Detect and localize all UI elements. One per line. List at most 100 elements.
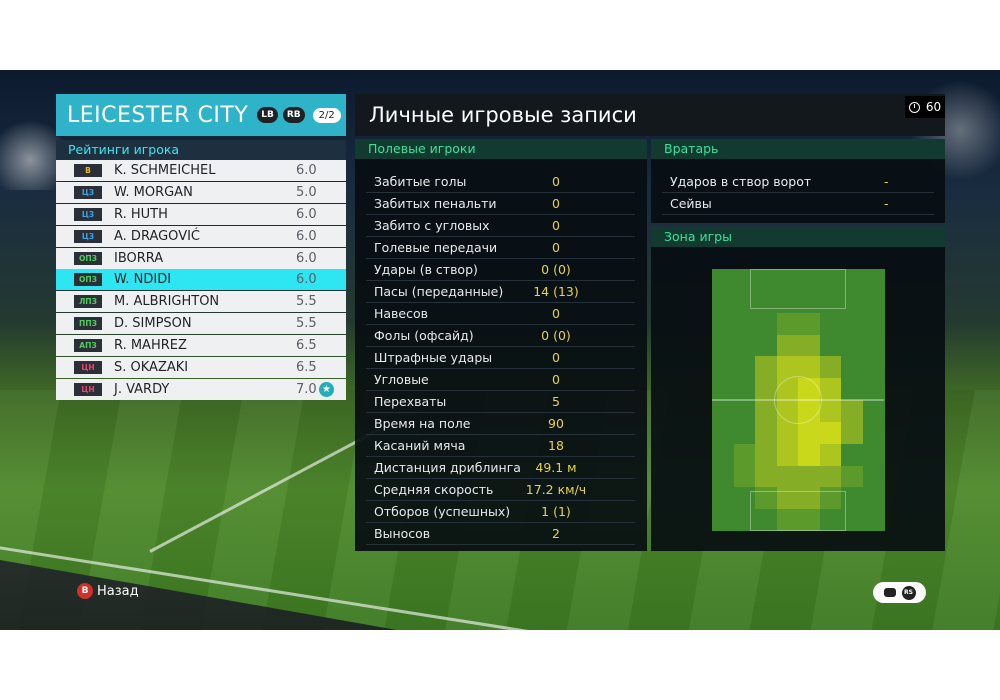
heatmap-cell — [712, 269, 734, 292]
heatmap-cell — [841, 312, 863, 335]
stat-label: Штрафные удары — [374, 350, 493, 365]
rb-button-icon[interactable]: RB — [282, 107, 305, 123]
heatmap-cell — [862, 269, 885, 292]
stat-value: 0 (0) — [541, 328, 571, 343]
heatmap-cell — [862, 465, 885, 488]
goalkeeper-stats-list: Ударов в створ ворот - Сейвы - — [662, 171, 934, 215]
player-row[interactable]: АПЗ R. MAHREZ 6.5 — [56, 335, 346, 357]
position-badge: ЛПЗ — [74, 295, 102, 309]
heatmap-cell — [798, 443, 820, 466]
heatmap-cell — [755, 421, 777, 445]
heatmap-cell — [776, 509, 799, 532]
stat-row: Угловые 0 — [366, 369, 635, 391]
stat-value: 18 — [548, 438, 564, 453]
heatmap-cell — [755, 487, 777, 510]
stat-value: 0 — [552, 196, 560, 211]
heatmap-cell — [712, 443, 734, 466]
heatmap-cell — [819, 334, 842, 357]
field-players-panel: Полевые игроки Забитые голы 0 Забитых пена… — [355, 139, 647, 551]
stat-label: Пасы (переданные) — [374, 284, 504, 299]
stat-row: Удары (в створ) 0 (0) — [366, 259, 635, 281]
match-timer: 60 — [905, 96, 945, 118]
star-icon: ★ — [319, 381, 334, 397]
lb-button-icon[interactable]: LB — [257, 107, 278, 123]
heatmap-cell — [712, 356, 734, 379]
heatmap-cell — [862, 378, 885, 401]
player-name: IBORRA — [114, 250, 164, 266]
stat-value: 0 — [552, 372, 560, 387]
stat-value: 17.2 км/ч — [525, 482, 587, 497]
player-row[interactable]: ЦЗ W. MORGAN 5.0 — [56, 181, 346, 203]
play-zone-title: Зона игры — [651, 227, 945, 247]
player-row[interactable]: ОПЗ IBORRA 6.0 — [56, 247, 346, 269]
stat-label: Фолы (офсайд) — [374, 328, 474, 343]
stat-row: Забитых пенальти 0 — [366, 193, 635, 215]
position-badge: АПЗ — [74, 339, 102, 353]
chat-icon — [883, 588, 896, 597]
stat-row: Голевые передачи 0 — [366, 237, 635, 259]
back-label: Назад — [97, 583, 139, 599]
heatmap-cell — [819, 509, 842, 532]
stat-label: Средняя скорость — [374, 482, 494, 497]
player-row[interactable]: ОПЗ W. NDIDI 6.0 — [56, 269, 346, 291]
heatmap-cell — [733, 400, 756, 423]
heatmap-cell — [819, 421, 842, 445]
player-row[interactable]: ППЗ D. SIMPSON 5.5 — [56, 313, 346, 335]
heatmap-cell — [862, 290, 885, 314]
stat-row: Забито с угловых 0 — [366, 215, 635, 237]
stat-label: Дистанция дриблинга — [374, 460, 521, 475]
stat-label: Касаний мяча — [374, 438, 466, 453]
stat-value: 0 — [552, 306, 560, 321]
stat-row: Навесов 0 — [366, 303, 635, 325]
player-rating: 5.0 — [296, 184, 317, 200]
clock-icon — [908, 101, 920, 113]
heatmap-cell — [862, 487, 885, 510]
player-row[interactable]: ЦЗ A. DRAGOVIĆ 6.0 — [56, 225, 346, 247]
player-row[interactable]: ЦН S. OKAZAKI 6.5 — [56, 357, 346, 379]
player-row[interactable]: В K. SCHMEICHEL 6.0 — [56, 160, 346, 181]
heatmap-cell — [841, 356, 863, 379]
player-name: M. ALBRIGHTON — [114, 294, 220, 310]
position-badge: ЦН — [74, 361, 102, 375]
heatmap-cell — [841, 400, 863, 423]
stat-value: 0 (0) — [541, 262, 571, 277]
player-rating: 6.0 — [296, 228, 317, 244]
heatmap-cell — [841, 443, 863, 466]
heatmap-cell — [819, 269, 842, 292]
page-title: Личные игровые записи — [369, 103, 637, 127]
heatmap-cell — [841, 421, 863, 445]
player-name: D. SIMPSON — [114, 316, 192, 332]
team-name: LEICESTER CITY — [67, 102, 249, 128]
player-list: В K. SCHMEICHEL 6.0 ЦЗ W. MORGAN 5.0 ЦЗ R. HUTH… — [56, 160, 346, 401]
heatmap-cell — [733, 378, 756, 401]
heatmap-cell — [755, 509, 777, 532]
play-zone-panel: Зона игры — [651, 227, 945, 551]
stat-label: Отборов (успешных) — [374, 504, 511, 519]
stat-label: Ударов в створ ворот — [670, 174, 812, 189]
heatmap-cell — [776, 356, 799, 379]
heatmap-cell — [776, 487, 799, 510]
heatmap-cell — [841, 509, 863, 532]
player-row[interactable]: ЦН J. VARDY 7.0 ★ — [56, 378, 346, 400]
stat-row: Дистанция дриблинга 49.1 м — [366, 457, 635, 479]
heatmap-cell — [776, 312, 799, 335]
player-ratings-header: Рейтинги игрока — [56, 140, 346, 160]
heatmap-cell — [862, 334, 885, 357]
heatmap-cell — [733, 421, 756, 445]
back-button[interactable]: B Назад — [77, 583, 139, 599]
heatmap-cell — [755, 443, 777, 466]
heatmap-cell — [819, 312, 842, 335]
player-row[interactable]: ЛПЗ M. ALBRIGHTON 5.5 — [56, 291, 346, 313]
player-name: R. MAHREZ — [114, 338, 187, 354]
stat-value: 0 — [552, 240, 560, 255]
stat-value: 0 — [552, 350, 560, 365]
player-row[interactable]: ЦЗ R. HUTH 6.0 — [56, 203, 346, 225]
heatmap-cell — [712, 312, 734, 335]
stat-row: Пасы (переданные) 14 (13) — [366, 281, 635, 303]
player-rating: 5.5 — [296, 316, 317, 332]
chat-button[interactable]: RS — [873, 582, 926, 603]
stat-label: Перехваты — [374, 394, 447, 409]
stat-row: Время на поле 90 — [366, 413, 635, 435]
heatmap-cell — [712, 334, 734, 357]
goalkeeper-stat-row: Сейвы - — [662, 193, 934, 215]
